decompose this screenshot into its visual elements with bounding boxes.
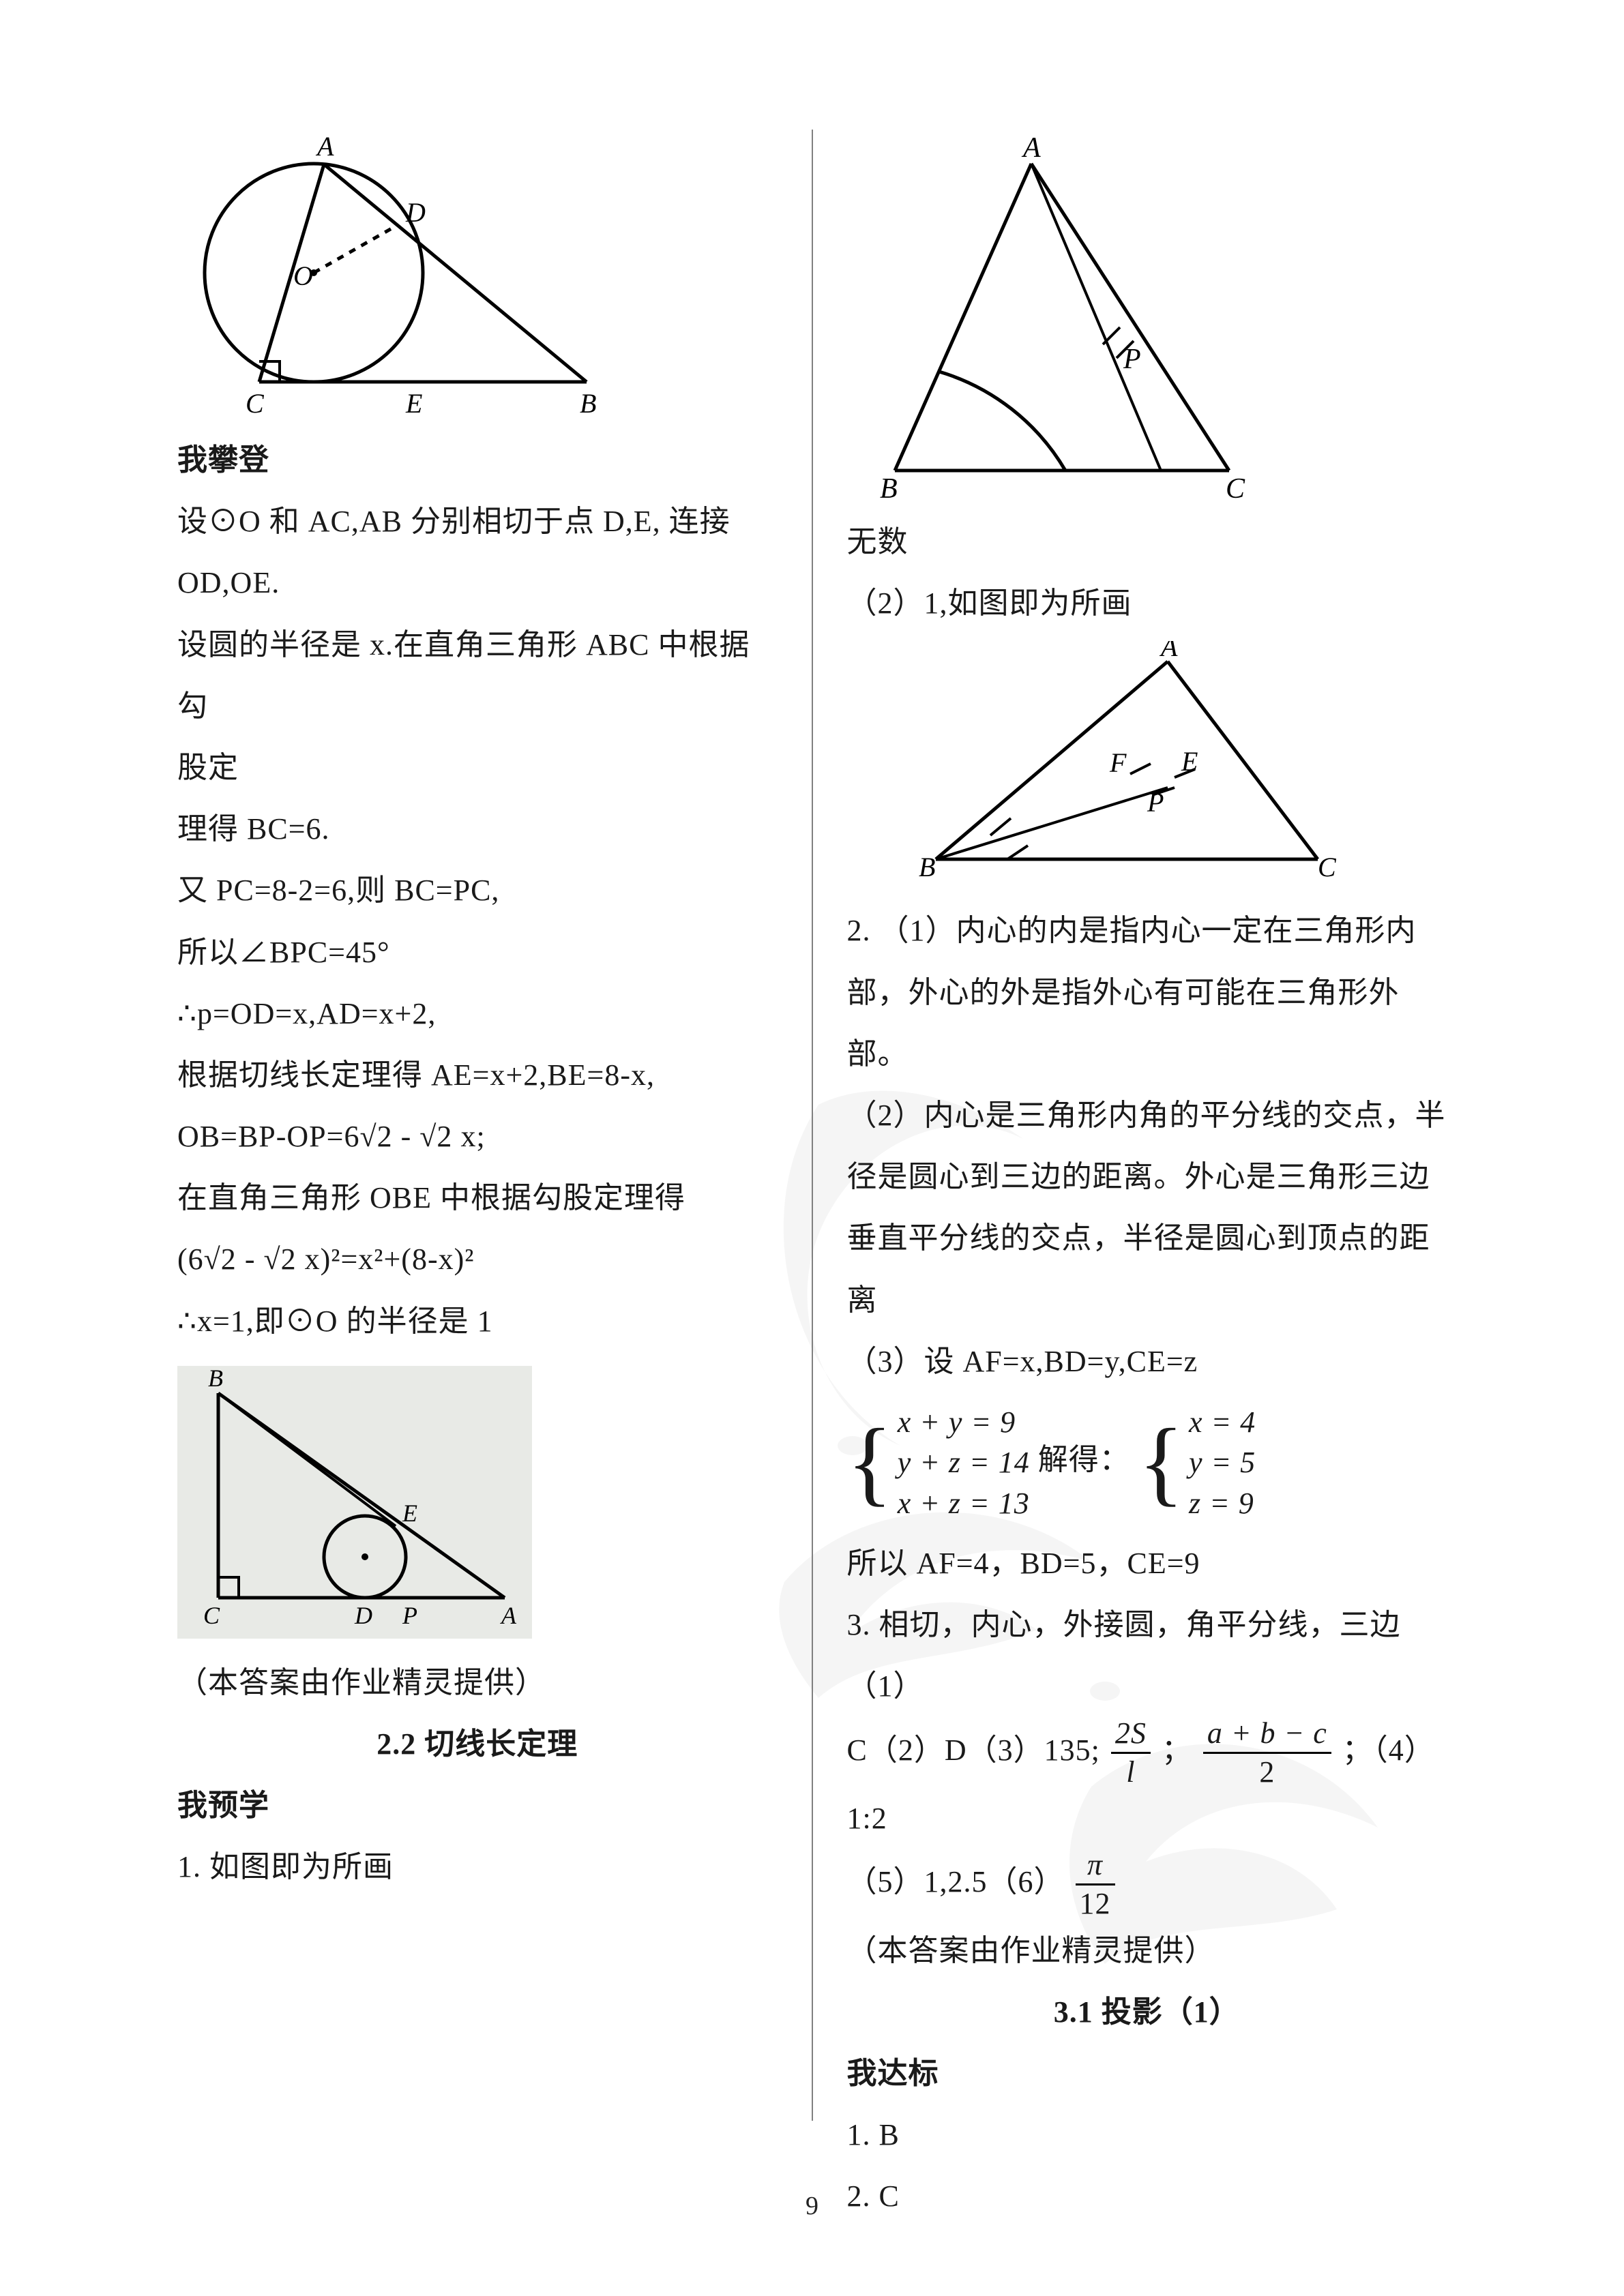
text-line: OD,OE. <box>177 552 778 614</box>
heading-climb: 我攀登 <box>177 430 778 491</box>
fig1-label-E: E <box>405 388 422 419</box>
text-line: 理得 BC=6. <box>177 799 778 860</box>
fig2-label-E: E <box>402 1500 417 1527</box>
sys2-r1: x = 4 <box>1189 1402 1256 1442</box>
text-line: 1. 如图即为所画 <box>177 1836 778 1898</box>
fig2-label-C: C <box>203 1602 220 1629</box>
text-line: 垂直平分线的交点，半径是圆心到顶点的距 <box>847 1208 1447 1269</box>
fig1-label-C: C <box>246 388 265 419</box>
sqrt2: √2 <box>263 1242 296 1276</box>
page-number: 9 <box>806 2191 818 2221</box>
eq-part: x)²=x²+(8-x)² <box>297 1242 475 1276</box>
fig2-label-P: P <box>402 1602 417 1629</box>
fig4-label-F: F <box>1109 747 1127 778</box>
fig1-label-A: A <box>315 136 334 162</box>
equation-system: { x + y = 9 y + z = 14 x + z = 13 解得： { … <box>847 1402 1447 1523</box>
fig2-label-B: B <box>208 1366 223 1392</box>
text-line: 2. C <box>847 2166 1447 2227</box>
fig4-label-C: C <box>1318 852 1337 882</box>
fig1-label-B: B <box>580 388 596 419</box>
text-line: 2. （1）内心的内是指内心一定在三角形内 <box>847 900 1447 961</box>
text-line: （2）内心是三角形内角的平分线的交点，半 <box>847 1085 1447 1146</box>
frac-den: l <box>1111 1754 1151 1788</box>
figure-triangle-arc: A B C P <box>847 136 1447 511</box>
text-line: 径是圆心到三边的距离。外心是三角形三边 <box>847 1146 1447 1208</box>
text-line: OB=BP-OP=6√2 - √2 x; <box>177 1106 778 1167</box>
heading-projection: 3.1 投影（1） <box>847 1982 1447 2043</box>
text-line: 根据切线长定理得 AE=x+2,BE=8-x, <box>177 1045 778 1106</box>
fig2-label-A: A <box>500 1602 517 1629</box>
text-part: （5）1,2.5（6） <box>847 1865 1065 1898</box>
eq-part: (6 <box>177 1242 204 1276</box>
text-line: （5）1,2.5（6） π 12 <box>847 1849 1447 1920</box>
sys1-r3: x + z = 13 <box>898 1483 1030 1523</box>
figure-circle-tangent: A D O C E B <box>177 136 778 430</box>
left-brace-icon: { <box>847 1420 894 1506</box>
fraction-2S-over-l: 2S l <box>1111 1718 1151 1788</box>
text-line: 1. B <box>847 2104 1447 2166</box>
fig4-label-E: E <box>1181 746 1198 777</box>
text-line: 股定 <box>177 737 778 799</box>
fig4-label-B: B <box>919 852 935 882</box>
sys1-r2: y + z = 14 <box>898 1442 1030 1482</box>
fig3-label-P: P <box>1123 344 1141 375</box>
sqrt2: √2 <box>419 1120 452 1153</box>
text-line: （2）1,如图即为所画 <box>847 573 1447 634</box>
sys1-r1: x + y = 9 <box>898 1402 1030 1442</box>
text-line: C（2）D（3）135; 2S l ； a + b − c 2 ；（4）1:2 <box>847 1718 1447 1850</box>
frac-den: 12 <box>1076 1885 1115 1920</box>
left-column: A D O C E B 我攀登 设⊙O 和 AC,AB 分别相切于点 D,E, … <box>177 136 812 2214</box>
text-line: 3. 相切，内心，外接圆，角平分线，三边（1） <box>847 1594 1447 1717</box>
text-line: 在直角三角形 OBE 中根据勾股定理得 <box>177 1167 778 1229</box>
sqrt2: √2 <box>359 1120 392 1153</box>
fig4-label-P: P <box>1147 787 1164 818</box>
frac-den: 2 <box>1203 1754 1331 1788</box>
frac-num: π <box>1076 1849 1115 1885</box>
text-line: 无数 <box>847 511 1447 573</box>
fraction-abc: a + b − c 2 <box>1203 1718 1331 1788</box>
fig3-label-B: B <box>880 473 898 505</box>
text-line: （3）设 AF=x,BD=y,CE=z <box>847 1331 1447 1392</box>
text-credit: （本答案由作业精灵提供） <box>847 1920 1447 1982</box>
solve-label: 解得： <box>1038 1443 1130 1476</box>
fraction-pi-over-12: π 12 <box>1076 1849 1115 1920</box>
text-part: ； <box>1162 1733 1192 1766</box>
eq-part: x; <box>452 1120 485 1153</box>
fig1-label-D: D <box>405 197 426 228</box>
heading-prestudy: 我预学 <box>177 1775 778 1836</box>
text-line: (6√2 - √2 x)²=x²+(8-x)² <box>177 1229 778 1290</box>
fig2-label-D: D <box>354 1602 372 1629</box>
eq-part: - <box>237 1242 264 1276</box>
heading-standard: 我达标 <box>847 2043 1447 2104</box>
text-line: 所以∠BPC=45° <box>177 922 778 983</box>
figure-inscribed-circle: B E C D P A <box>177 1366 778 1639</box>
fig3-label-A: A <box>1021 136 1041 164</box>
eq-part: OB=BP-OP=6 <box>177 1120 359 1153</box>
eq-part: - <box>393 1120 420 1153</box>
sqrt2: √2 <box>204 1242 237 1276</box>
text-line: 离 <box>847 1270 1447 1331</box>
fig3-label-C: C <box>1226 473 1245 505</box>
text-credit: （本答案由作业精灵提供） <box>177 1652 778 1714</box>
page-root: A D O C E B 我攀登 设⊙O 和 AC,AB 分别相切于点 D,E, … <box>0 0 1624 2296</box>
text-line: 设⊙O 和 AC,AB 分别相切于点 D,E, 连接 <box>177 491 778 552</box>
right-column: A B C P 无数 （2）1,如图即为所画 <box>813 136 1447 2214</box>
left-brace-icon: { <box>1138 1420 1185 1506</box>
sys2-r3: z = 9 <box>1189 1483 1256 1523</box>
frac-num: a + b − c <box>1203 1718 1331 1754</box>
text-line: ∴p=OD=x,AD=x+2, <box>177 983 778 1045</box>
heading-tangent-theorem: 2.2 切线长定理 <box>177 1714 778 1775</box>
text-part: C（2）D（3）135; <box>847 1733 1108 1766</box>
text-line: ∴x=1,即⊙O 的半径是 1 <box>177 1291 778 1352</box>
text-line: 所以 AF=4，BD=5，CE=9 <box>847 1533 1447 1594</box>
fig4-label-A: A <box>1159 641 1178 662</box>
figure-triangle-incircle: A B C F E P <box>909 641 1447 893</box>
fig1-label-O: O <box>293 260 313 291</box>
frac-num: 2S <box>1111 1718 1151 1754</box>
text-line: 部，外心的外是指外心有可能在三角形外部。 <box>847 962 1447 1085</box>
sys2-r2: y = 5 <box>1189 1442 1256 1482</box>
text-line: 又 PC=8-2=6,则 BC=PC, <box>177 860 778 921</box>
text-line: 设圆的半径是 x.在直角三角形 ABC 中根据勾 <box>177 614 778 737</box>
